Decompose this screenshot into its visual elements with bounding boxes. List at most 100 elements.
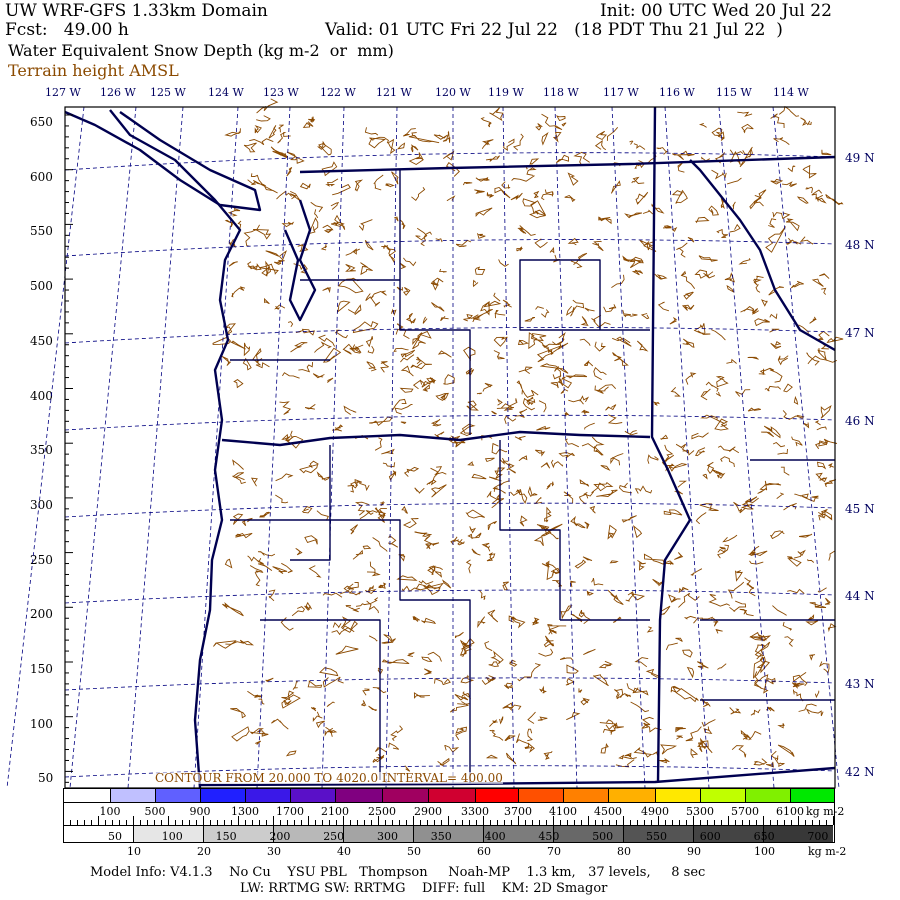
terrain-contour [289, 190, 301, 202]
terrain-contour [272, 150, 288, 159]
scale-tick [434, 820, 435, 825]
terrain-contour [355, 480, 370, 492]
terrain-contour [769, 313, 778, 320]
scale-tick [539, 820, 540, 825]
scale-tick [700, 820, 701, 825]
terrain-contour [297, 244, 309, 252]
terrain-contour [645, 668, 662, 678]
terrain-contour [422, 316, 428, 324]
terrain-contour [247, 555, 262, 563]
terrain-contour [481, 141, 489, 149]
terrain-contour [362, 688, 370, 696]
terrain-contour [749, 560, 764, 565]
terrain-contour [814, 690, 820, 699]
terrain-contour [434, 466, 447, 476]
scale-tick [721, 820, 722, 825]
terrain-contour [414, 357, 432, 370]
terrain-contour [481, 139, 494, 146]
terrain-contour [504, 734, 516, 742]
terrain-contour [293, 263, 308, 274]
terrain-contour [493, 480, 510, 492]
terrain-contour [311, 706, 317, 712]
terrain-contour [505, 682, 513, 690]
scale-tick [84, 820, 85, 825]
terrain-contour [659, 757, 670, 764]
terrain-contour [324, 228, 333, 234]
terrain-contour [607, 414, 623, 425]
scale-tick [70, 820, 71, 825]
terrain-contour [578, 493, 589, 505]
terrain-contour [504, 684, 513, 689]
terrain-contour [434, 571, 442, 578]
terrain-contour [324, 727, 334, 737]
terrain-contour [400, 421, 407, 425]
terrain-contour [817, 587, 827, 593]
terrain-contour [463, 314, 479, 322]
terrain-contour [794, 493, 809, 499]
terrain-contour [600, 465, 611, 471]
terrain-contour [390, 725, 404, 742]
terrain-contour [726, 177, 742, 185]
scale-tick [399, 820, 400, 825]
terrain-contour [792, 689, 804, 702]
terrain-contour [526, 402, 534, 406]
terrain-contour [786, 588, 805, 594]
map-frame [64, 106, 836, 789]
terrain-contour [609, 560, 619, 564]
terrain-contour [807, 355, 838, 365]
terrain-contour [639, 239, 654, 247]
scale-tick [385, 820, 386, 825]
terrain-contour [288, 430, 294, 442]
terrain-contour [395, 329, 410, 339]
latitude-label: 46 N [845, 414, 875, 428]
terrain-contour [414, 531, 432, 537]
y-axis-label: 650 [30, 115, 53, 129]
scale-tick [280, 820, 281, 825]
terrain-contour [420, 380, 426, 386]
snow-colorbar-units: kg m-2 [808, 845, 847, 858]
terrain-contour [635, 191, 649, 205]
terrain-contour [607, 589, 624, 606]
terrain-contour [498, 259, 509, 267]
terrain-contour [388, 470, 397, 481]
scale-tick [686, 820, 687, 825]
terrain-contour [722, 534, 738, 543]
terrain-contour [643, 553, 665, 566]
terrain-contour [403, 287, 411, 296]
latitude-gridline [64, 677, 836, 691]
terrain-contour [625, 591, 635, 602]
terrain-contour [528, 332, 538, 350]
terrain-contour [259, 263, 279, 275]
terrain-contour [607, 524, 617, 540]
terrain-contour [727, 581, 745, 599]
terrain-contour [807, 120, 812, 126]
terrain-contour [740, 503, 754, 510]
terrain-contour [232, 459, 244, 470]
terrain-contour [259, 515, 266, 518]
scale-tick [287, 820, 288, 825]
scale-tick [672, 820, 673, 825]
terrain-contour [623, 313, 638, 318]
scale-tick [392, 820, 393, 825]
terrain-contour [824, 597, 831, 605]
terrain-contour [591, 314, 602, 322]
longitude-label: 119 W [488, 86, 524, 99]
forecast-hour: Fcst: 49.00 h [5, 20, 129, 40]
terrain-contour [459, 639, 473, 656]
terrain-contour [255, 358, 270, 369]
terrain-contour [232, 513, 244, 525]
terrain-contour [281, 221, 295, 228]
terrain-contour [769, 328, 780, 333]
terrain-contour [764, 385, 782, 392]
terrain-contour [763, 425, 781, 439]
terrain-contour [412, 379, 423, 390]
terrain-contour [431, 302, 445, 312]
terrain-contour [366, 600, 379, 614]
terrain-contour [318, 334, 335, 347]
terrain-contour [553, 254, 561, 263]
terrain-contour [456, 540, 465, 544]
terrain-contour [809, 602, 827, 609]
snow-colorbar-inner-label: 500 [592, 830, 614, 843]
terrain-contour [799, 236, 814, 245]
terrain-contour [612, 352, 629, 366]
